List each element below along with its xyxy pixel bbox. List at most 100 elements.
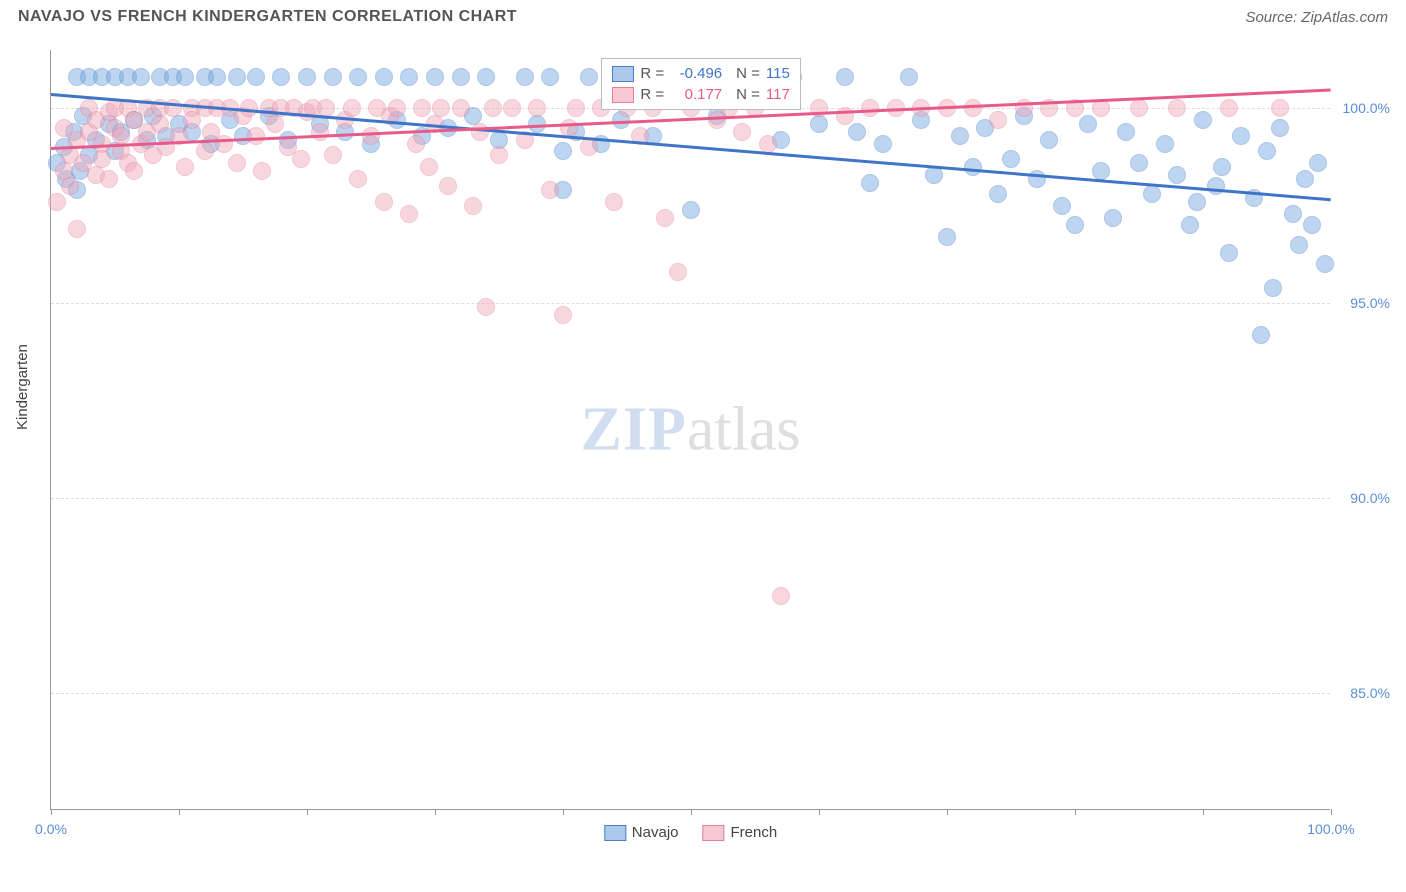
data-point (311, 123, 329, 141)
data-point (432, 99, 450, 117)
data-point (1168, 166, 1186, 184)
legend-n-value: 117 (766, 86, 790, 103)
data-point (605, 193, 623, 211)
data-point (861, 174, 879, 192)
data-point (1220, 99, 1238, 117)
data-point (964, 99, 982, 117)
data-point (266, 115, 284, 133)
data-point (874, 135, 892, 153)
source-attribution: Source: ZipAtlas.com (1245, 9, 1388, 26)
x-tick (307, 809, 308, 815)
data-point (772, 587, 790, 605)
data-point (580, 68, 598, 86)
data-point (1271, 99, 1289, 117)
data-point (759, 135, 777, 153)
legend-n-label: N = (736, 65, 760, 82)
x-tick (51, 809, 52, 815)
data-point (471, 123, 489, 141)
data-point (48, 193, 66, 211)
data-point (93, 150, 111, 168)
correlation-legend: R =-0.496N =115R =0.177N =117 (601, 58, 800, 110)
data-point (554, 142, 572, 160)
x-tick (1331, 809, 1332, 815)
data-point (848, 123, 866, 141)
data-point (439, 177, 457, 195)
data-point (388, 99, 406, 117)
data-point (228, 154, 246, 172)
data-point (196, 142, 214, 160)
legend-swatch (612, 66, 634, 82)
data-point (1130, 99, 1148, 117)
data-point (810, 99, 828, 117)
data-point (810, 115, 828, 133)
series-legend: Navajo French (604, 824, 777, 841)
legend-r-label: R = (640, 86, 664, 103)
data-point (400, 68, 418, 86)
series-name: Navajo (632, 824, 679, 841)
data-point (1296, 170, 1314, 188)
data-point (1264, 279, 1282, 297)
x-tick (179, 809, 180, 815)
gridline (51, 693, 1330, 694)
legend-row: R =-0.496N =115 (612, 63, 789, 84)
data-point (567, 99, 585, 117)
data-point (151, 115, 169, 133)
series-legend-item: Navajo (604, 824, 679, 841)
data-point (669, 263, 687, 281)
data-point (1290, 236, 1308, 254)
data-point (292, 150, 310, 168)
data-point (1053, 197, 1071, 215)
legend-n-value: 115 (766, 65, 790, 82)
data-point (228, 68, 246, 86)
data-point (682, 201, 700, 219)
x-tick (819, 809, 820, 815)
data-point (349, 68, 367, 86)
legend-n-label: N = (736, 86, 760, 103)
data-point (426, 68, 444, 86)
gridline (51, 303, 1330, 304)
legend-r-value: 0.177 (670, 86, 722, 103)
data-point (1271, 119, 1289, 137)
x-tick (1075, 809, 1076, 815)
data-point (528, 99, 546, 117)
data-point (1104, 209, 1122, 227)
data-point (656, 209, 674, 227)
data-point (100, 170, 118, 188)
data-point (1066, 216, 1084, 234)
data-point (1194, 111, 1212, 129)
data-point (1252, 326, 1270, 344)
data-point (125, 162, 143, 180)
data-point (247, 127, 265, 145)
data-point (484, 99, 502, 117)
data-point (1092, 99, 1110, 117)
data-point (1130, 154, 1148, 172)
data-point (1207, 177, 1225, 195)
data-point (413, 99, 431, 117)
data-point (541, 68, 559, 86)
data-point (247, 68, 265, 86)
series-legend-item: French (703, 824, 778, 841)
data-point (253, 162, 271, 180)
data-point (1188, 193, 1206, 211)
data-point (1079, 115, 1097, 133)
legend-r-label: R = (640, 65, 664, 82)
data-point (1040, 131, 1058, 149)
data-point (1002, 150, 1020, 168)
data-point (298, 68, 316, 86)
data-point (176, 68, 194, 86)
data-point (1232, 127, 1250, 145)
data-point (951, 127, 969, 145)
data-point (343, 99, 361, 117)
data-point (1220, 244, 1238, 262)
x-tick-label: 100.0% (1307, 821, 1354, 837)
y-tick-label: 90.0% (1350, 490, 1390, 506)
data-point (477, 298, 495, 316)
data-point (1316, 255, 1334, 273)
data-point (1117, 123, 1135, 141)
watermark: ZIPatlas (581, 394, 801, 465)
data-point (989, 185, 1007, 203)
data-point (1168, 99, 1186, 117)
data-point (1028, 170, 1046, 188)
data-point (112, 127, 130, 145)
legend-swatch (703, 825, 725, 841)
